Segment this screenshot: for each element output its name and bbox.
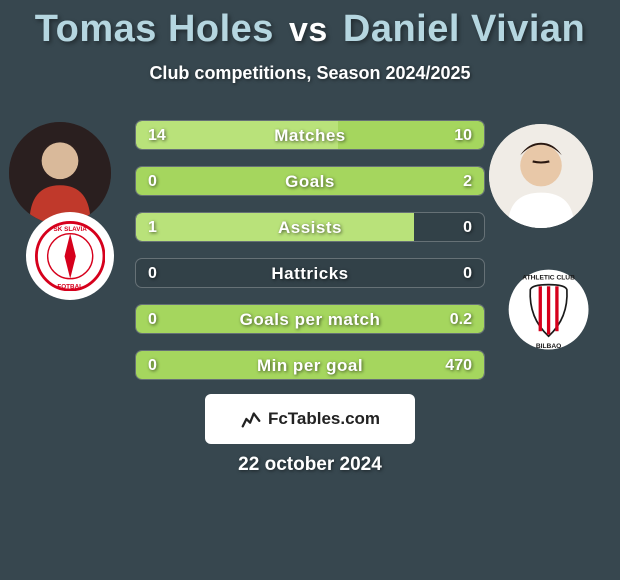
player1-avatar bbox=[9, 122, 111, 224]
source-badge: FcTables.com bbox=[205, 394, 415, 444]
svg-text:FOTBAL: FOTBAL bbox=[57, 283, 83, 290]
stat-row: 0470Min per goal bbox=[135, 350, 485, 380]
stat-label: Goals per match bbox=[136, 305, 484, 334]
vs-label: vs bbox=[289, 11, 328, 49]
player1-name: Tomas Holes bbox=[35, 8, 274, 50]
stat-label: Hattricks bbox=[136, 259, 484, 288]
subtitle: Club competitions, Season 2024/2025 bbox=[0, 63, 620, 84]
stats-container: 1410Matches 02Goals 10Assists 00Hattricks 00… bbox=[135, 120, 485, 396]
avatar-placeholder-icon bbox=[489, 124, 593, 228]
stat-row: 10Assists bbox=[135, 212, 485, 242]
stat-row: 02Goals bbox=[135, 166, 485, 196]
footer-date: 22 october 2024 bbox=[0, 454, 620, 476]
club-badge-icon: ATHLETIC CLUB BILBAO bbox=[507, 268, 590, 351]
stat-row: 00.2Goals per match bbox=[135, 304, 485, 334]
player2-avatar bbox=[489, 124, 593, 228]
stat-row: 00Hattricks bbox=[135, 258, 485, 288]
svg-text:ATHLETIC CLUB: ATHLETIC CLUB bbox=[523, 275, 576, 282]
player2-name: Daniel Vivian bbox=[343, 8, 585, 50]
player2-club-badge: ATHLETIC CLUB BILBAO bbox=[497, 258, 601, 362]
stat-label: Matches bbox=[136, 121, 484, 150]
comparison-title: Tomas Holes vs Daniel Vivian bbox=[0, 0, 620, 51]
stat-label: Min per goal bbox=[136, 351, 484, 380]
svg-text:BILBAO: BILBAO bbox=[536, 343, 561, 350]
avatar-placeholder-icon bbox=[9, 122, 111, 224]
chart-icon bbox=[240, 408, 262, 430]
club-badge-icon: SK SLAVIA FOTBAL bbox=[35, 221, 105, 291]
stat-row: 1410Matches bbox=[135, 120, 485, 150]
player1-club-badge: SK SLAVIA FOTBAL bbox=[26, 212, 114, 300]
stat-label: Goals bbox=[136, 167, 484, 196]
stat-label: Assists bbox=[136, 213, 484, 242]
source-label: FcTables.com bbox=[268, 409, 380, 429]
svg-text:SK SLAVIA: SK SLAVIA bbox=[53, 226, 87, 233]
